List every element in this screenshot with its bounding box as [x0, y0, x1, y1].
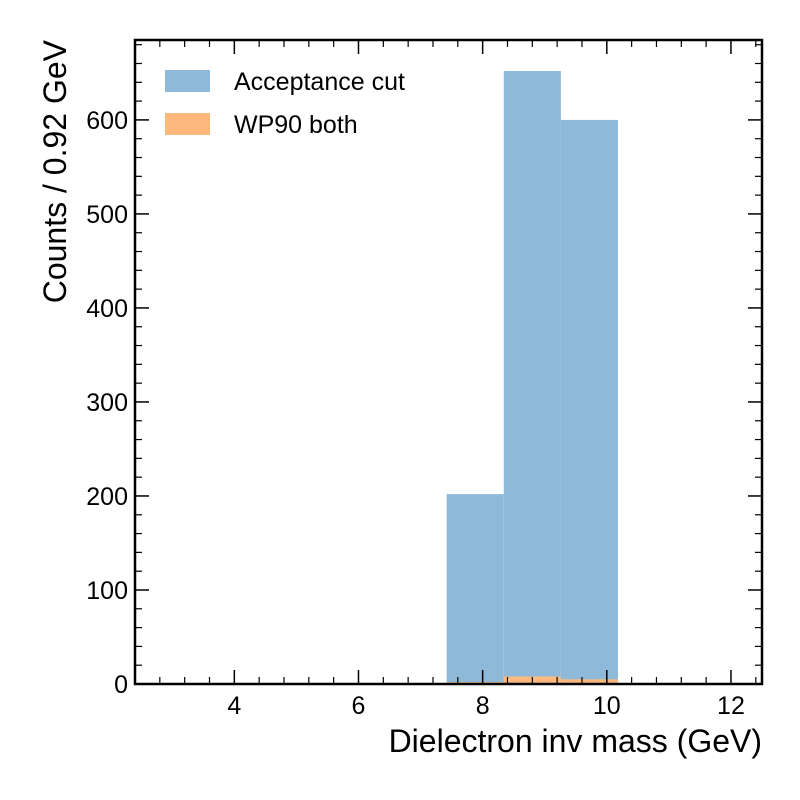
- bar-acceptance-cut-1: [503, 71, 561, 684]
- y-tick-label: 400: [86, 295, 128, 323]
- x-tick-label: 8: [476, 692, 490, 720]
- legend-label-wp90-both: WP90 both: [234, 111, 358, 139]
- x-axis-title: Dielectron inv mass (GeV): [389, 723, 762, 759]
- y-tick-label: 500: [86, 201, 128, 229]
- legend-label-acceptance-cut: Acceptance cut: [234, 68, 405, 96]
- y-tick-label: 100: [86, 577, 128, 605]
- y-axis-title: Counts / 0.92 GeV: [37, 39, 73, 303]
- plot-frame: [133, 38, 764, 686]
- legend: Acceptance cut WP90 both: [165, 68, 405, 139]
- x-tick-label: 10: [593, 692, 621, 720]
- bars-layer: [446, 71, 618, 684]
- x-tick-label: 4: [227, 692, 241, 720]
- y-tick-label: 0: [114, 671, 128, 699]
- ticks-layer: 4 6 8 10 12 0 100 200 300 400 500 600: [86, 40, 762, 720]
- bar-acceptance-cut-0: [446, 494, 504, 684]
- legend-swatch-wp90-both: [165, 113, 210, 135]
- bar-acceptance-cut-2: [560, 119, 618, 684]
- y-tick-label: 200: [86, 483, 128, 511]
- y-tick-label: 600: [86, 107, 128, 135]
- axes-layer: [133, 38, 764, 686]
- y-tick-label: 300: [86, 389, 128, 417]
- bar-wp90-both-2: [560, 679, 618, 684]
- x-tick-label: 12: [717, 692, 745, 720]
- legend-swatch-acceptance-cut: [165, 70, 210, 92]
- x-tick-label: 6: [352, 692, 366, 720]
